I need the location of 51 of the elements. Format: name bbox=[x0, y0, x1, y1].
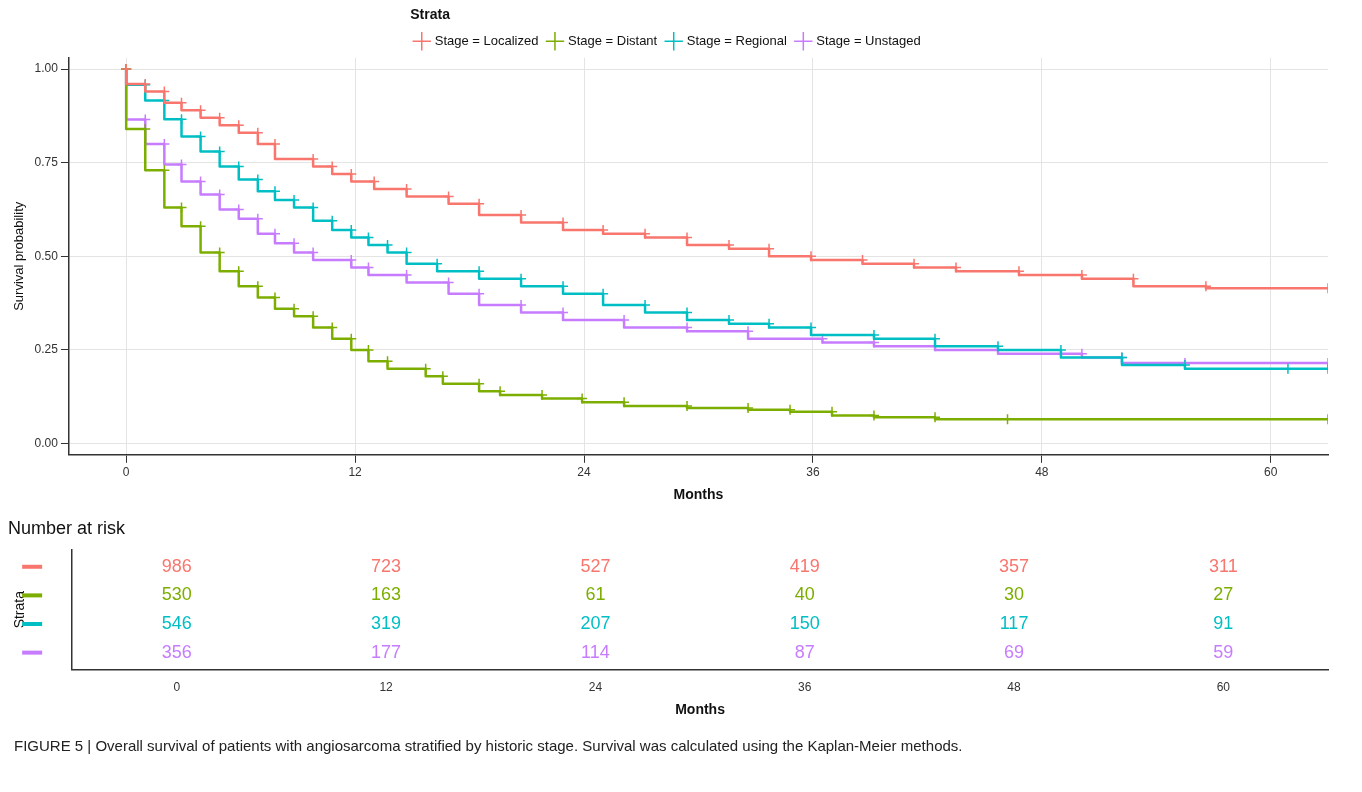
data-label: 723 bbox=[371, 555, 402, 576]
x-tick-label: 60 bbox=[1264, 465, 1278, 480]
data-label: 530 bbox=[161, 584, 192, 605]
x-tick-label: 48 bbox=[1007, 680, 1022, 695]
x-tick-label: 36 bbox=[798, 680, 812, 695]
x-axis-title: Months bbox=[675, 701, 726, 718]
y-tick-label: 0.25 bbox=[34, 342, 59, 357]
y-tick-label: 0.75 bbox=[34, 154, 59, 169]
legend-label: Stage = Unstaged bbox=[816, 32, 921, 48]
x-tick-label: 24 bbox=[588, 680, 603, 695]
legend-label: Stage = Regional bbox=[686, 32, 787, 48]
data-label: 419 bbox=[789, 555, 820, 576]
x-tick-label: 12 bbox=[348, 465, 363, 480]
data-label: 546 bbox=[161, 612, 192, 633]
x-tick-label: 48 bbox=[1035, 465, 1049, 480]
x-tick-label: 24 bbox=[577, 465, 592, 480]
data-label: 177 bbox=[371, 641, 402, 662]
data-label: 40 bbox=[794, 584, 815, 605]
y-tick-label: 1.00 bbox=[34, 61, 59, 76]
data-label: 61 bbox=[585, 584, 606, 605]
x-tick-label: 12 bbox=[379, 680, 394, 695]
data-label: 30 bbox=[1004, 584, 1025, 605]
x-tick-label: 0 bbox=[173, 680, 181, 695]
data-label: 319 bbox=[371, 612, 402, 633]
data-label: 117 bbox=[999, 612, 1029, 633]
y-tick-label: 0.00 bbox=[34, 435, 59, 450]
data-label: 69 bbox=[1004, 641, 1025, 662]
data-label: 87 bbox=[794, 641, 815, 662]
chart-title: Number at risk bbox=[8, 517, 127, 538]
legend-title: Strata bbox=[410, 5, 451, 22]
data-label: 356 bbox=[161, 641, 192, 662]
data-label: 91 bbox=[1213, 612, 1234, 633]
data-label: 986 bbox=[161, 555, 192, 576]
data-label: 311 bbox=[1208, 555, 1238, 576]
y-tick-label: 0.50 bbox=[34, 248, 59, 263]
data-label: 114 bbox=[581, 641, 610, 662]
data-label: 27 bbox=[1213, 584, 1234, 605]
y-axis-title: Survival probability bbox=[11, 201, 27, 311]
x-tick-label: 0 bbox=[122, 465, 130, 480]
x-axis-title: Months bbox=[673, 486, 724, 503]
legend-label: Stage = Distant bbox=[567, 32, 658, 48]
caption: FIGURE 5 | Overall survival of patients with angiosarcoma stratified by historic stage. Survival was calculated using the Kaplan-Meier methods. bbox=[13, 736, 964, 754]
data-label: 59 bbox=[1213, 641, 1234, 662]
data-label: 207 bbox=[580, 612, 611, 633]
data-label: 150 bbox=[789, 612, 820, 633]
data-label: 163 bbox=[371, 584, 402, 605]
legend-label: Stage = Localized bbox=[434, 32, 539, 48]
data-label: 357 bbox=[999, 555, 1030, 576]
data-label: 527 bbox=[580, 555, 611, 576]
x-tick-label: 36 bbox=[806, 465, 820, 480]
x-tick-label: 60 bbox=[1216, 680, 1231, 695]
